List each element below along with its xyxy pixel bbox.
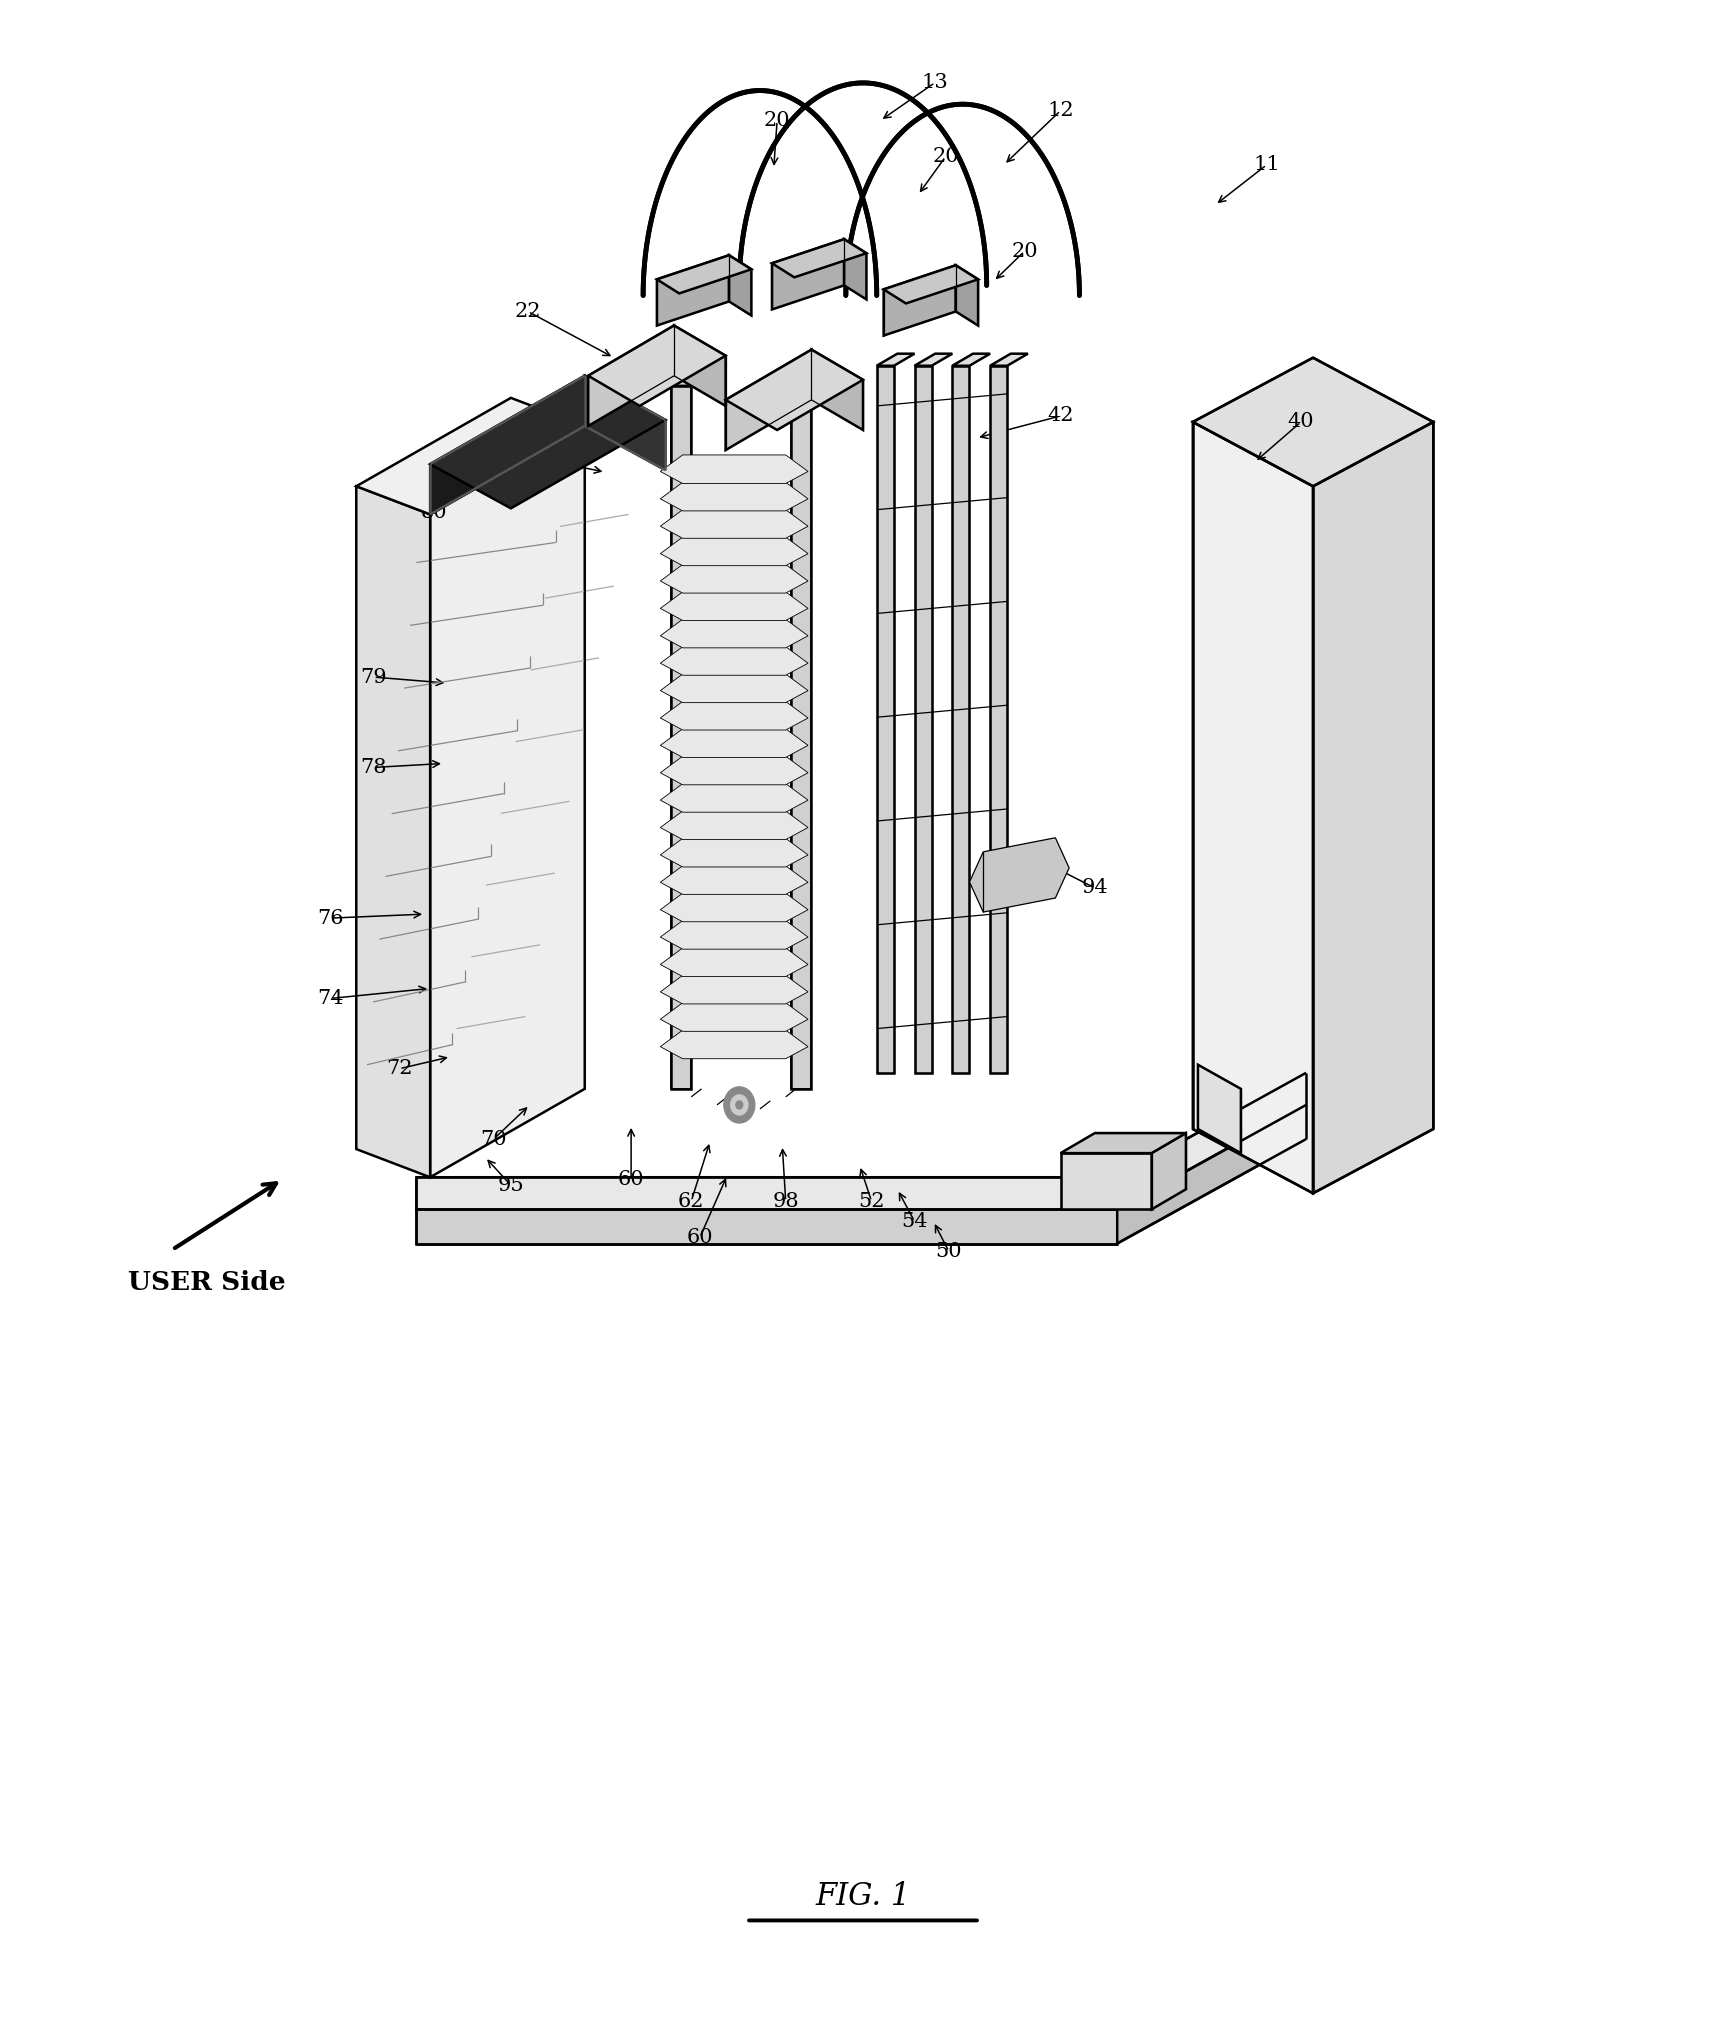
Polygon shape <box>991 353 1029 365</box>
Polygon shape <box>844 240 866 299</box>
Text: 62: 62 <box>678 1192 704 1210</box>
Text: 98: 98 <box>773 1192 799 1210</box>
Polygon shape <box>1060 1154 1151 1210</box>
Polygon shape <box>661 811 808 839</box>
Polygon shape <box>671 385 690 1089</box>
Polygon shape <box>1198 1065 1241 1154</box>
Polygon shape <box>953 365 970 1073</box>
Text: 72: 72 <box>387 1059 413 1079</box>
Polygon shape <box>661 619 808 647</box>
Polygon shape <box>675 325 725 405</box>
Text: FIG. 1: FIG. 1 <box>815 1880 911 1912</box>
Polygon shape <box>661 865 808 894</box>
Polygon shape <box>430 426 585 1178</box>
Text: 70: 70 <box>480 1130 507 1148</box>
Polygon shape <box>1193 357 1433 486</box>
Polygon shape <box>725 349 811 450</box>
Polygon shape <box>728 256 751 315</box>
Polygon shape <box>884 266 979 303</box>
Polygon shape <box>970 837 1068 912</box>
Text: 74: 74 <box>318 988 343 1008</box>
Polygon shape <box>661 976 808 1004</box>
Text: 94: 94 <box>1082 879 1108 898</box>
Text: 20: 20 <box>765 111 791 131</box>
Text: 13: 13 <box>922 73 949 93</box>
Circle shape <box>735 1101 742 1109</box>
Polygon shape <box>772 240 866 278</box>
Polygon shape <box>915 365 932 1073</box>
Polygon shape <box>1313 422 1433 1194</box>
Polygon shape <box>661 728 808 758</box>
Polygon shape <box>725 349 863 430</box>
Text: 79: 79 <box>361 668 387 686</box>
Polygon shape <box>661 456 808 484</box>
Text: 95: 95 <box>497 1176 525 1194</box>
Polygon shape <box>953 353 991 365</box>
Polygon shape <box>661 920 808 950</box>
Text: 54: 54 <box>901 1212 929 1230</box>
Circle shape <box>723 1087 754 1123</box>
Text: 22: 22 <box>514 303 542 321</box>
Polygon shape <box>661 537 808 565</box>
Text: 76: 76 <box>318 908 343 928</box>
Polygon shape <box>661 591 808 621</box>
Polygon shape <box>1151 1134 1186 1210</box>
Polygon shape <box>791 373 828 385</box>
Text: 26: 26 <box>514 446 542 466</box>
Polygon shape <box>661 948 808 976</box>
Text: 40: 40 <box>1288 411 1313 432</box>
Polygon shape <box>661 1031 808 1059</box>
Polygon shape <box>877 353 915 365</box>
Polygon shape <box>661 894 808 922</box>
Polygon shape <box>416 1210 1117 1244</box>
Polygon shape <box>661 482 808 510</box>
Polygon shape <box>1117 1105 1307 1244</box>
Polygon shape <box>661 756 808 785</box>
Polygon shape <box>661 1002 808 1031</box>
Text: 24: 24 <box>575 393 601 411</box>
Text: 60: 60 <box>618 1170 644 1188</box>
Polygon shape <box>589 325 725 405</box>
Polygon shape <box>430 375 666 508</box>
Polygon shape <box>356 486 430 1178</box>
Polygon shape <box>661 702 808 730</box>
Polygon shape <box>772 240 844 309</box>
Text: 42: 42 <box>1048 407 1074 426</box>
Text: USER Side: USER Side <box>128 1269 285 1295</box>
Text: 52: 52 <box>858 1192 885 1210</box>
Polygon shape <box>661 647 808 676</box>
Polygon shape <box>658 256 728 325</box>
Text: 20: 20 <box>1011 242 1037 260</box>
Text: 50: 50 <box>935 1242 961 1261</box>
Polygon shape <box>416 1073 1307 1210</box>
Polygon shape <box>589 325 675 426</box>
Polygon shape <box>430 375 585 514</box>
Polygon shape <box>956 266 979 325</box>
Polygon shape <box>671 373 708 385</box>
Polygon shape <box>661 785 808 813</box>
Text: 78: 78 <box>361 758 387 777</box>
Text: 12: 12 <box>1048 101 1074 121</box>
Polygon shape <box>661 839 808 867</box>
Polygon shape <box>658 256 751 292</box>
Polygon shape <box>791 385 811 1089</box>
Text: 80: 80 <box>419 502 447 522</box>
Polygon shape <box>661 510 808 539</box>
Text: 60: 60 <box>687 1228 713 1247</box>
Text: 55: 55 <box>1108 1160 1134 1178</box>
Polygon shape <box>661 565 808 593</box>
Text: 11: 11 <box>1253 155 1281 173</box>
Polygon shape <box>915 353 953 365</box>
Polygon shape <box>1193 422 1313 1194</box>
Polygon shape <box>811 349 863 430</box>
Polygon shape <box>877 365 894 1073</box>
Polygon shape <box>661 674 808 702</box>
Circle shape <box>730 1095 747 1115</box>
Polygon shape <box>585 375 666 470</box>
Polygon shape <box>1060 1134 1186 1154</box>
Polygon shape <box>356 397 585 514</box>
Polygon shape <box>991 365 1008 1073</box>
Text: 20: 20 <box>932 147 958 165</box>
Polygon shape <box>884 266 956 335</box>
